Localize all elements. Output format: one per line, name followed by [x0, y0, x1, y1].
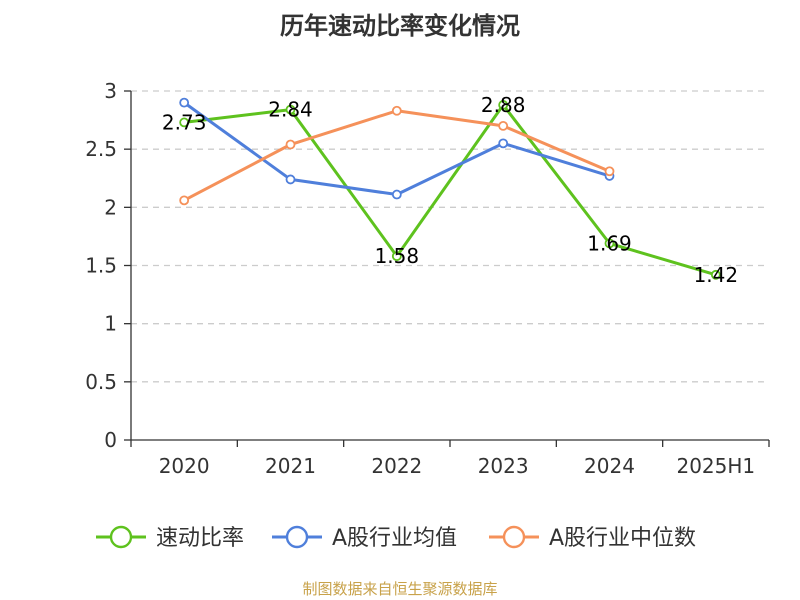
y-tick-label: 3 [104, 79, 117, 103]
data-point [604, 166, 615, 177]
x-tick-label: 2021 [265, 454, 316, 478]
legend-marker [285, 525, 309, 549]
data-label: 1.58 [375, 244, 420, 268]
legend-item: A股行业中位数 [489, 525, 696, 551]
x-tick-label: 2020 [159, 454, 210, 478]
data-point [179, 195, 190, 206]
legend: 速动比率 A股行业均值 A股行业中位数 [96, 525, 696, 551]
data-point [285, 104, 296, 115]
data-labels: 2.73 2.84 1.58 2.88 1.69 1.42 [162, 93, 738, 287]
series-lines [179, 97, 721, 280]
legend-label: A股行业中位数 [549, 526, 696, 551]
legend-marker [502, 525, 526, 549]
y-tick-label: 1.5 [85, 254, 117, 278]
source-note: 制图数据来自恒生聚源数据库 [302, 580, 497, 598]
series-line-0 [182, 103, 718, 277]
data-label: 1.69 [587, 231, 632, 255]
data-point [604, 238, 615, 249]
data-label: 2.84 [268, 98, 313, 122]
x-tick-label: 2025H1 [676, 454, 755, 478]
legend-item: 速动比率 [96, 525, 244, 551]
data-label: 2.88 [481, 93, 526, 117]
data-label: 1.42 [694, 263, 739, 287]
y-tick-label: 0.5 [85, 370, 117, 394]
data-label: 2.73 [162, 110, 207, 134]
data-point [391, 189, 402, 200]
data-point [710, 269, 721, 280]
y-tick-label: 2.5 [85, 137, 117, 161]
legend-label: 速动比率 [156, 526, 244, 551]
x-tick-label: 2022 [371, 454, 422, 478]
chart-title: 历年速动比率变化情况 [280, 12, 520, 40]
legend-label: A股行业均值 [332, 526, 457, 551]
data-point [391, 105, 402, 116]
data-point [391, 251, 402, 262]
data-point [179, 97, 190, 108]
x-tick-label: 2023 [478, 454, 529, 478]
data-point [285, 139, 296, 150]
x-tick-label: 2024 [584, 454, 635, 478]
data-point [498, 100, 509, 110]
data-point [179, 117, 190, 128]
grid-lines [131, 90, 769, 383]
data-point [285, 174, 296, 185]
y-tick-label: 1 [104, 312, 117, 336]
data-point [498, 121, 509, 131]
legend-marker [109, 525, 133, 549]
legend-item: A股行业均值 [272, 525, 457, 551]
data-point [498, 138, 509, 149]
y-tick-label: 2 [104, 195, 117, 219]
axes: 0 0.5 1 1.5 2 2.5 3 2020 2021 2022 2023 2024 2025H1 [85, 79, 770, 478]
y-tick-label: 0 [104, 428, 117, 452]
